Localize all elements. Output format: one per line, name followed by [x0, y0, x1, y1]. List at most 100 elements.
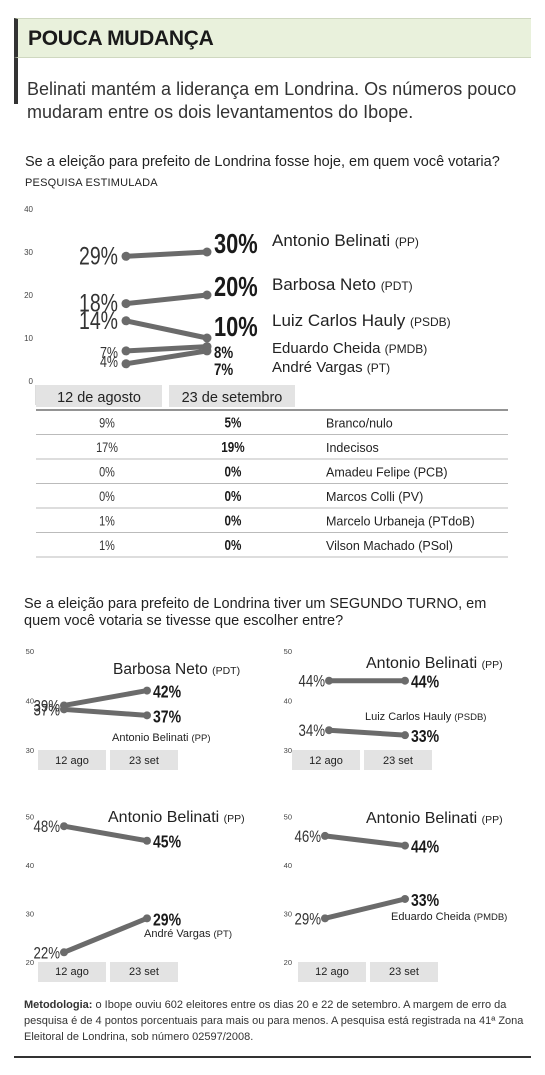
table-cell-after: 0%: [225, 488, 242, 505]
data-point: [121, 316, 131, 326]
question-first-round: Se a eleição para prefeito de Londrina f…: [25, 154, 500, 170]
table-cell-after: 19%: [221, 439, 244, 456]
c3-data-point: [60, 948, 68, 957]
data-point: [202, 333, 212, 343]
c1-y-tick: 30: [26, 746, 34, 755]
c2-data-point: [325, 726, 333, 735]
c1-category-bg: [110, 750, 178, 770]
c4-x-category: 23 set: [389, 966, 419, 978]
c4-series-name: Antonio Belinati (PP): [366, 810, 503, 827]
c3-category-bg: [38, 962, 106, 982]
c2-x-category: 23 set: [383, 755, 413, 767]
c3-series-line: [61, 823, 150, 844]
c2-label-end: 44%: [411, 672, 439, 692]
c1-data-point: [60, 705, 68, 714]
c4-series-line: [322, 896, 408, 921]
series-line: [123, 318, 210, 341]
c2-data-point: [325, 676, 333, 685]
series-name: André Vargas (PT): [272, 359, 390, 376]
c4-y-tick: 20: [284, 958, 292, 967]
y-tick-label: 40: [24, 205, 33, 214]
table-cell-after: 0%: [225, 512, 242, 529]
c4-series-line: [322, 833, 408, 849]
c1-label-end: 42%: [153, 682, 181, 702]
c4-data-point: [401, 894, 409, 903]
c4-y-tick: 40: [284, 861, 292, 870]
question-second-round: Se a eleição para prefeito de Londrina t…: [24, 596, 487, 629]
c3-data-point: [143, 836, 151, 845]
c3-x-category: 23 set: [129, 966, 159, 978]
y-tick-label: 20: [24, 291, 33, 300]
data-label-start: 18%: [79, 289, 118, 317]
series-name: Antonio Belinati (PP): [272, 231, 419, 250]
series-line: [123, 344, 210, 354]
data-label-end: 30%: [214, 228, 258, 259]
c4-data-point: [401, 841, 409, 850]
data-label-start: 4%: [100, 353, 118, 371]
c3-y-tick: 40: [26, 861, 34, 870]
c1-x-category: 12 ago: [55, 755, 89, 767]
data-point: [121, 359, 131, 369]
c4-label-end: 44%: [411, 837, 439, 857]
methodology-label: Metodologia:: [24, 999, 93, 1011]
c3-label-end: 29%: [153, 910, 181, 930]
data-point: [202, 346, 212, 356]
data-point: [121, 346, 131, 356]
data-label-start: 7%: [100, 345, 118, 363]
data-point: [121, 251, 131, 261]
series-name: Luiz Carlos Hauly (PSDB): [272, 311, 451, 330]
c2-series-name: Luiz Carlos Hauly (PSDB): [365, 711, 486, 723]
c3-x-category: 12 ago: [55, 966, 89, 978]
table-cell-before: 0%: [99, 464, 115, 480]
c3-y-tick: 30: [26, 910, 34, 919]
table-cell-name: Marcelo Urbaneja (PTdoB): [326, 515, 475, 529]
c1-data-point: [143, 686, 151, 695]
data-point: [202, 290, 212, 300]
y-tick-label: 10: [24, 334, 33, 343]
table-cell-before: 1%: [99, 513, 115, 529]
table-cell-after: 0%: [225, 463, 242, 480]
c2-category-bg: [364, 750, 432, 770]
c1-label-start: 37%: [33, 701, 60, 720]
c4-category-bg: [370, 962, 438, 982]
c1-y-tick: 40: [26, 697, 34, 706]
c3-series-line: [61, 915, 150, 955]
c4-data-point: [321, 914, 329, 923]
question-first-round-sub: PESQUISA ESTIMULADA: [25, 177, 158, 189]
c3-label-start: 22%: [33, 944, 60, 963]
c4-label-start: 29%: [294, 910, 321, 929]
c4-y-tick: 30: [284, 910, 292, 919]
c4-label-end: 33%: [411, 890, 439, 910]
table-cell-name: Marcos Colli (PV): [326, 490, 423, 504]
series-name: Eduardo Cheida (PMDB): [272, 340, 427, 357]
c1-label-end: 37%: [153, 707, 181, 727]
c4-y-tick: 50: [284, 813, 292, 822]
c1-series-line: [61, 688, 150, 708]
c3-label-end: 45%: [153, 832, 181, 852]
c1-series-name: Antonio Belinati (PP): [112, 732, 211, 744]
c2-label-start: 44%: [298, 672, 325, 691]
category-bg-2: [169, 385, 295, 407]
subtitle-rule: [14, 58, 18, 104]
c4-category-bg: [298, 962, 366, 982]
table-cell-after: 0%: [225, 537, 242, 554]
c4-x-category: 12 ago: [315, 966, 349, 978]
table-cell-name: Amadeu Felipe (PCB): [326, 466, 448, 480]
series-line: [123, 348, 210, 367]
c3-data-point: [143, 914, 151, 923]
table-cell-after: 5%: [225, 414, 242, 431]
methodology-text: o Ibope ouviu 602 eleitores entre os dia…: [24, 999, 524, 1043]
c2-label-end: 33%: [411, 727, 439, 747]
data-label-end: 7%: [214, 361, 234, 380]
c2-data-point: [401, 731, 409, 740]
data-point: [121, 299, 131, 309]
c4-series-name: Eduardo Cheida (PMDB): [391, 911, 507, 923]
page-title: POUCA MUDANÇA: [28, 27, 214, 50]
data-label-start: 29%: [79, 242, 118, 270]
data-label-end: 20%: [214, 271, 258, 302]
data-label-end: 8%: [214, 344, 234, 363]
c3-data-point: [60, 822, 68, 831]
c2-series-line: [326, 727, 408, 738]
c3-label-start: 48%: [33, 818, 60, 837]
c1-series-line: [61, 706, 150, 718]
